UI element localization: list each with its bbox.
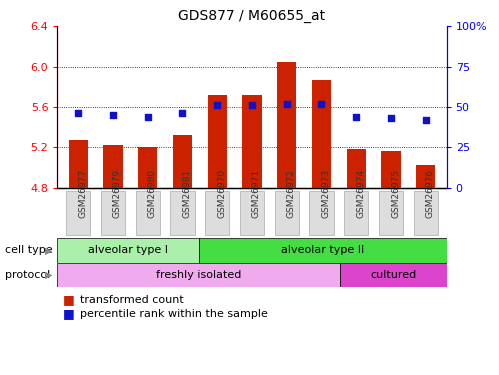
- Text: GSM26976: GSM26976: [426, 169, 435, 218]
- Text: alveolar type II: alveolar type II: [281, 245, 364, 255]
- Point: [109, 112, 117, 118]
- Text: transformed count: transformed count: [80, 295, 184, 305]
- Text: GDS877 / M60655_at: GDS877 / M60655_at: [179, 9, 325, 23]
- Text: GSM26979: GSM26979: [113, 169, 122, 218]
- Text: GSM26974: GSM26974: [356, 169, 365, 218]
- Point: [283, 100, 291, 106]
- Text: ▶: ▶: [45, 270, 52, 280]
- FancyBboxPatch shape: [170, 190, 195, 235]
- Bar: [208, 95, 227, 188]
- FancyBboxPatch shape: [414, 190, 438, 235]
- Point: [387, 115, 395, 121]
- Point: [317, 100, 325, 106]
- Text: cell type: cell type: [5, 245, 52, 255]
- Bar: [340, 262, 447, 287]
- Text: ■: ■: [62, 294, 74, 306]
- Text: GSM26971: GSM26971: [252, 169, 261, 218]
- FancyBboxPatch shape: [101, 190, 125, 235]
- Point: [352, 114, 360, 120]
- Point: [144, 114, 152, 120]
- Text: cultured: cultured: [370, 270, 417, 280]
- Text: freshly isolated: freshly isolated: [156, 270, 242, 280]
- FancyBboxPatch shape: [240, 190, 264, 235]
- Bar: [347, 149, 366, 188]
- Bar: [312, 80, 331, 188]
- Bar: [381, 151, 401, 188]
- Point: [74, 110, 82, 116]
- Text: GSM26970: GSM26970: [217, 169, 226, 218]
- Text: GSM26973: GSM26973: [321, 169, 330, 218]
- Bar: [199, 238, 447, 262]
- FancyBboxPatch shape: [344, 190, 368, 235]
- Bar: [138, 147, 157, 188]
- Point: [179, 110, 187, 116]
- FancyBboxPatch shape: [274, 190, 299, 235]
- Text: ▶: ▶: [45, 245, 52, 255]
- Bar: [57, 262, 340, 287]
- Bar: [69, 140, 88, 188]
- Text: GSM26977: GSM26977: [78, 169, 87, 218]
- FancyBboxPatch shape: [66, 190, 90, 235]
- Bar: [277, 62, 296, 188]
- Bar: [173, 135, 192, 188]
- FancyBboxPatch shape: [309, 190, 334, 235]
- Text: GSM26980: GSM26980: [148, 169, 157, 218]
- Text: alveolar type I: alveolar type I: [88, 245, 168, 255]
- Text: GSM26972: GSM26972: [287, 169, 296, 218]
- Point: [213, 102, 221, 108]
- Bar: [103, 145, 123, 188]
- Text: ■: ■: [62, 308, 74, 320]
- Bar: [243, 95, 261, 188]
- Point: [248, 102, 256, 108]
- FancyBboxPatch shape: [136, 190, 160, 235]
- Text: GSM26981: GSM26981: [183, 169, 192, 218]
- FancyBboxPatch shape: [205, 190, 230, 235]
- Point: [422, 117, 430, 123]
- Bar: [416, 165, 435, 188]
- Text: percentile rank within the sample: percentile rank within the sample: [80, 309, 268, 319]
- Text: protocol: protocol: [5, 270, 50, 280]
- FancyBboxPatch shape: [379, 190, 403, 235]
- Text: GSM26975: GSM26975: [391, 169, 400, 218]
- Bar: [57, 238, 199, 262]
